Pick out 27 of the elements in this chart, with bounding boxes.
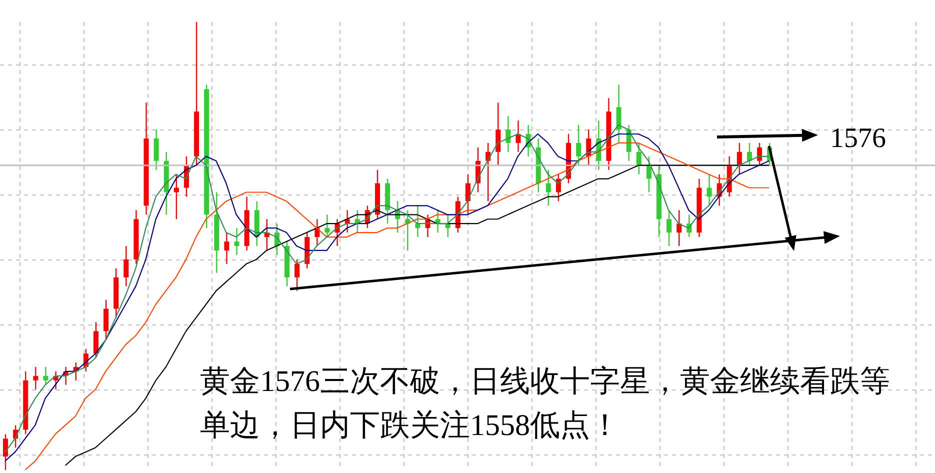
candlestick: [746, 142, 752, 166]
candlestick: [666, 210, 672, 247]
text: 1576: [830, 122, 886, 156]
candlestick: [706, 174, 712, 206]
candlestick: [636, 142, 642, 175]
candlestick: [124, 245, 129, 287]
candlestick: [3, 434, 8, 470]
candlestick: [546, 169, 551, 206]
candlestick: [736, 142, 742, 175]
candlestick: [154, 128, 159, 170]
candlestick: [234, 227, 240, 256]
candlestick: [33, 366, 38, 390]
candlestick: [646, 156, 652, 193]
candlestick: [676, 210, 682, 247]
candlestick: [415, 205, 420, 238]
candlestick: [93, 322, 98, 359]
candlestick: [43, 366, 48, 386]
candlestick: [757, 142, 762, 166]
candlestick: [616, 84, 622, 144]
candlestick: [224, 232, 230, 265]
candlestick: [506, 115, 511, 153]
candlestick: [324, 214, 330, 238]
candlestick: [576, 124, 582, 166]
candlestick: [104, 299, 109, 341]
candlestick: [294, 258, 300, 292]
annotation: 黄金1576三次不破，日线收十字星，黄金继续看跌等单边，日内下跌关注1558低点！: [200, 364, 891, 444]
candlestick: [496, 102, 501, 166]
